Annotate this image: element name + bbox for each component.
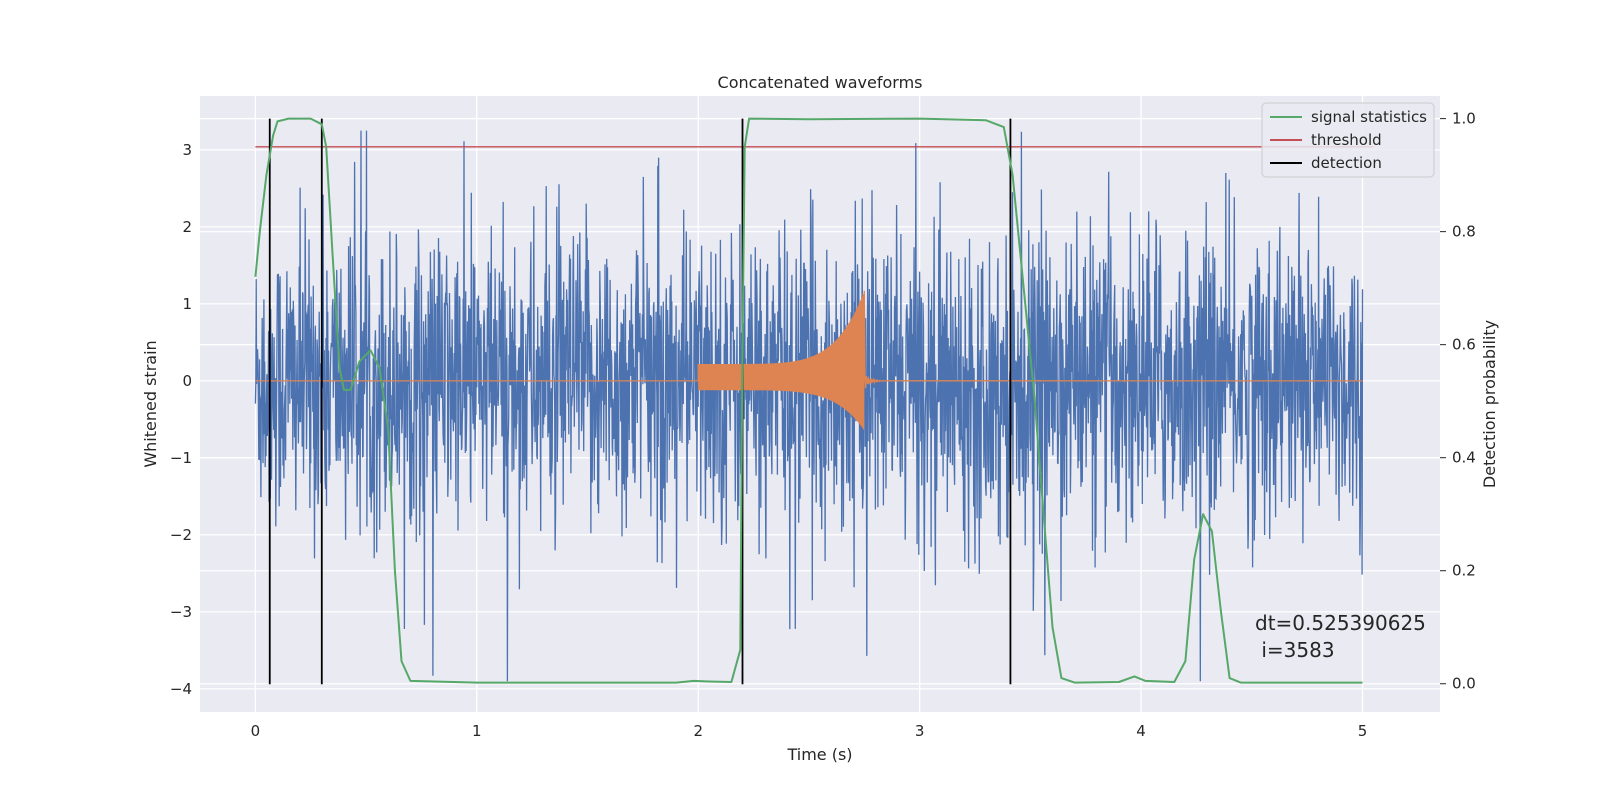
tick-labels: 0 1 2 3 4 5 3 2 1 0 −1 −2 −3 −4 1.0 0.8 0.6 0.4 0.2 0.0	[170, 110, 1476, 740]
y-tick-label: −1	[170, 449, 192, 467]
x-tick-label: 3	[915, 722, 925, 740]
x-tick-label: 0	[251, 722, 261, 740]
y-tick-label: −4	[170, 680, 192, 698]
legend: signal statistics threshold detection	[1261, 102, 1435, 178]
y-tick-label: 3	[182, 141, 192, 159]
y2-tick-label: 0.8	[1452, 223, 1476, 241]
y2-tick-label: 0.0	[1452, 675, 1476, 693]
x-tick-label: 5	[1358, 722, 1368, 740]
injected-signal-waveform	[255, 290, 1363, 430]
y-axis-title: Whitened strain	[141, 340, 160, 467]
y-tick-label: 0	[182, 372, 192, 390]
x-tick-label: 4	[1136, 722, 1146, 740]
y2-tick-label: 0.2	[1452, 562, 1476, 580]
y-tick-label: 2	[182, 218, 192, 236]
legend-box	[1261, 102, 1435, 178]
signal-statistics-line	[254, 117, 1363, 684]
annotation-dt: dt=0.525390625	[1255, 611, 1426, 635]
y-tick-label: −2	[170, 526, 192, 544]
legend-label-signal-statistics: signal statistics	[1311, 108, 1427, 126]
y-tick-label: 1	[182, 295, 192, 313]
y2-tick-label: 1.0	[1452, 110, 1476, 128]
chart-title: Concatenated waveforms	[718, 73, 923, 92]
legend-label-threshold: threshold	[1311, 131, 1382, 149]
x-tick-label: 1	[472, 722, 482, 740]
y2-axis-title: Detection probability	[1480, 320, 1499, 488]
annotation-i: i=3583	[1255, 638, 1335, 662]
x-tick-label: 2	[693, 722, 703, 740]
signal-statistics-group	[254, 117, 1363, 684]
x-axis-title: Time (s)	[786, 745, 852, 764]
injected-signal-line	[255, 290, 1363, 430]
annotation: dt=0.525390625 i=3583	[1255, 611, 1426, 662]
legend-label-detection: detection	[1311, 154, 1382, 172]
y-tick-label: −3	[170, 603, 192, 621]
y2-tick-label: 0.4	[1452, 449, 1476, 467]
y2-tick-label: 0.6	[1452, 336, 1476, 354]
